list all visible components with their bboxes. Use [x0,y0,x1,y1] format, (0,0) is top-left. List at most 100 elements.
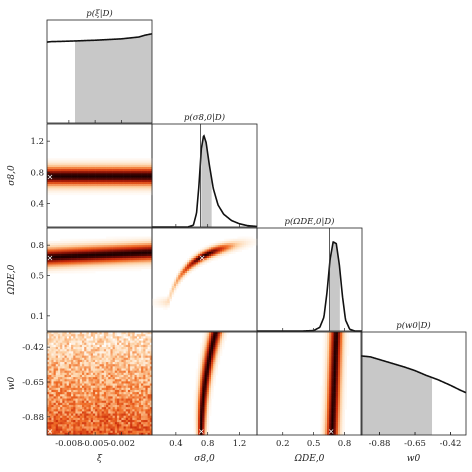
density-cell [73,368,76,371]
density-cell [66,179,70,183]
density-cell [110,266,113,270]
density-cell [55,188,59,191]
density-cell [49,432,52,436]
density-cell [322,404,326,408]
density-cell [211,374,214,378]
density-cell [112,379,116,382]
density-cell [143,422,146,425]
density-cell [132,357,135,361]
density-cell [55,402,59,406]
density-cell [60,166,63,170]
density-cell [53,374,57,378]
density-cell [75,169,78,172]
density-cell [53,432,57,436]
density-cell [202,389,205,393]
density-cell [55,392,59,395]
density-cell [110,357,113,361]
density-cell [237,247,240,250]
density-cell [123,171,127,174]
density-cell [97,247,100,250]
density-cell [90,251,94,255]
density-cell [320,392,323,395]
density-cell [112,186,116,189]
density-cell [86,353,89,356]
density-cell [147,158,151,161]
density-cell [84,243,87,246]
density-cell [208,258,212,261]
density-cell [189,262,192,265]
density-cell [86,422,89,425]
density-cell [145,332,148,335]
density-cell [204,377,207,380]
density-cell [90,372,94,376]
density-cell [88,264,92,267]
density-cell [125,245,129,248]
density-cell [134,268,137,272]
density-cell [147,332,151,335]
density-cell [141,417,144,421]
density-cell [119,432,122,436]
density-cell [322,353,326,356]
density-cell [88,370,92,374]
density-cell [71,432,74,436]
density-cell [138,398,142,401]
density-cell [219,245,223,248]
density-cell [132,173,135,176]
density-cell [119,387,122,391]
density-cell [117,368,120,371]
density-cell [324,351,328,354]
density-cell [92,332,96,335]
density-cell [86,432,89,436]
density-cell [92,381,96,384]
density-cell [193,404,197,408]
density-cell [145,181,148,185]
density-cell [73,398,76,401]
density-cell [204,353,207,356]
density-cell [138,342,142,346]
density-cell [101,245,105,248]
density-cell [90,243,94,246]
density-cell [130,424,133,427]
density-cell [114,362,118,365]
density-cell [213,370,216,374]
density-cell [47,385,50,389]
density-cell [171,292,175,295]
density-cell [239,243,242,246]
density-cell [103,370,107,374]
density-cell [95,162,98,166]
density-cell [53,251,57,255]
density-cell [77,366,81,369]
density-cell [208,372,212,376]
density-cell [125,402,129,406]
density-cell [208,374,212,378]
density-cell [123,422,127,425]
density-cell [51,262,54,265]
density-cell [77,411,81,414]
density-cell [84,188,87,191]
density-cell [217,253,221,257]
density-cell [53,402,57,406]
density-cell [71,340,74,344]
density-cell [329,409,332,412]
density-cell [75,240,78,244]
density-cell [112,188,116,191]
density-cell [75,415,78,419]
density-cell [101,186,105,189]
density-cell [97,355,100,359]
density-cell [68,251,72,255]
density-cell [178,270,181,274]
density-cell [90,351,94,354]
density-cell [68,173,72,176]
density-cell [324,413,328,416]
density-cell [327,392,330,395]
density-cell [125,364,129,367]
density-cell [324,377,328,380]
density-cell [202,353,205,356]
density-cell [204,404,207,408]
density-cell [97,175,100,178]
density-cell [132,379,135,382]
density-cell [101,177,105,181]
density-cell [333,344,337,348]
density-cell [110,364,113,367]
